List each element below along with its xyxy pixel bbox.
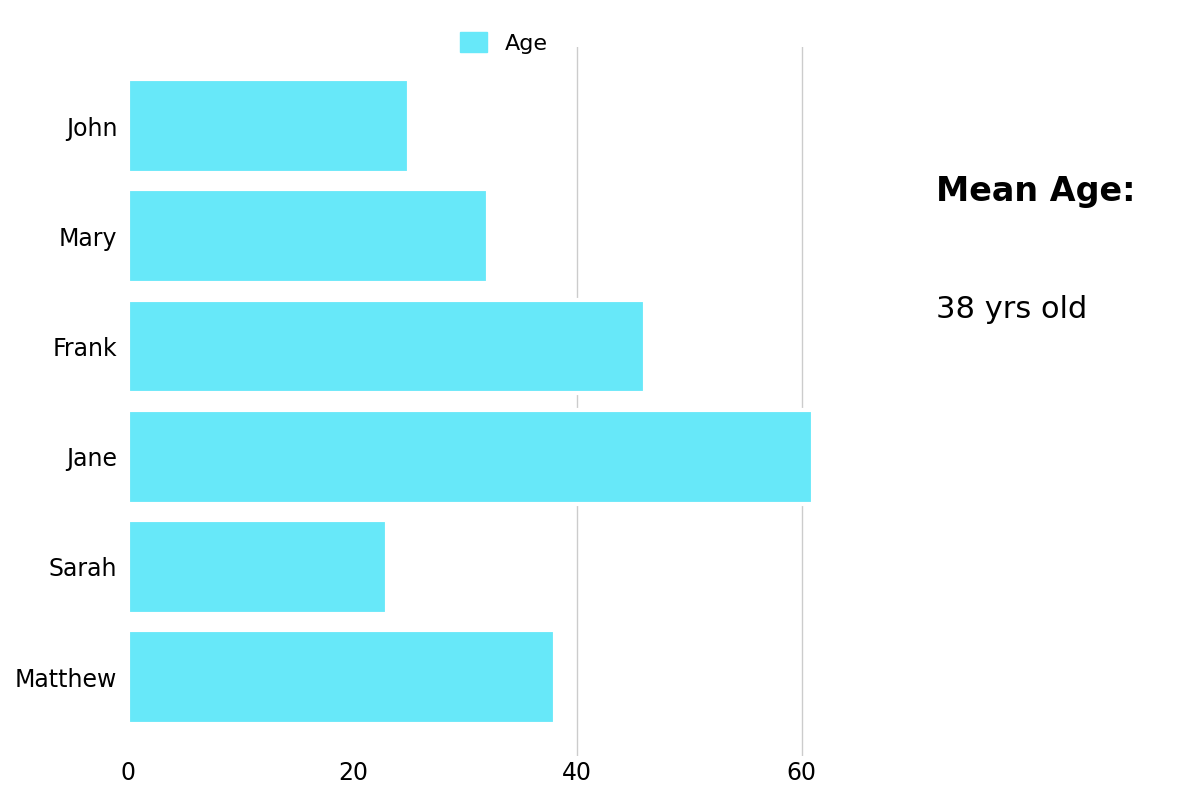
Bar	[128, 79, 409, 173]
Bar	[128, 190, 487, 283]
Bar	[128, 410, 812, 503]
Bar	[128, 520, 386, 614]
Bar	[128, 630, 554, 724]
Text: 38 yrs old: 38 yrs old	[936, 295, 1087, 324]
Legend: Age: Age	[451, 23, 557, 62]
Text: Mean Age:: Mean Age:	[936, 174, 1135, 208]
Bar	[128, 300, 644, 394]
